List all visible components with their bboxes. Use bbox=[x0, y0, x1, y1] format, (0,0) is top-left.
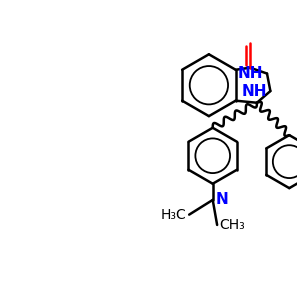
Text: N: N bbox=[216, 192, 228, 207]
Text: CH₃: CH₃ bbox=[220, 218, 245, 232]
Text: NH: NH bbox=[241, 84, 267, 99]
Text: NH: NH bbox=[238, 66, 263, 81]
Text: H₃C: H₃C bbox=[161, 208, 187, 222]
